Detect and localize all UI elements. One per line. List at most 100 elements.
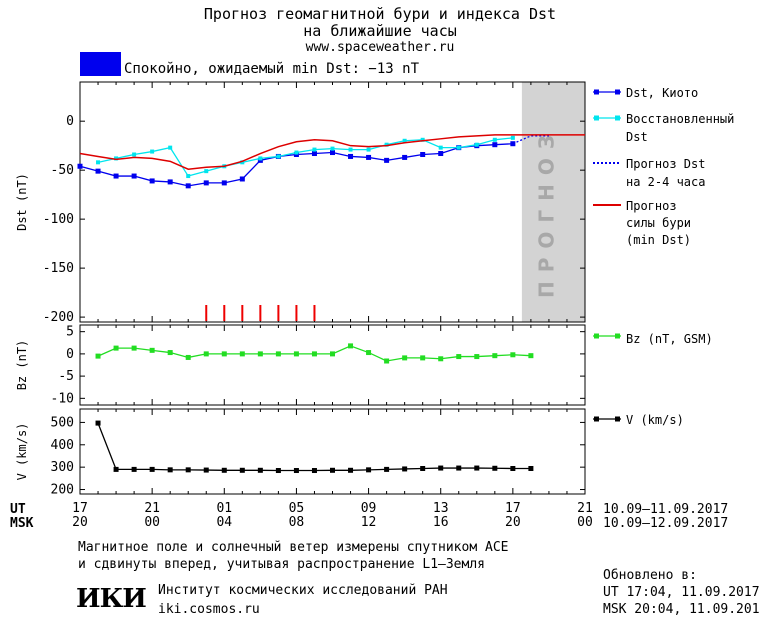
dst-restored-point [168, 145, 173, 150]
solar-wind-speed-point [311, 468, 317, 474]
x-tick-label-msk: 12 [361, 515, 377, 530]
legend-dst-kyoto: Dst, Киото [626, 86, 699, 100]
ut-date-range: 10.09–11.09.2017 [603, 502, 729, 517]
x-tick-label-ut: 13 [433, 501, 449, 516]
measurement-note-line1: Магнитное поле и солнечный ветер измерен… [78, 540, 509, 555]
legend-storm-line1: Прогноз [626, 199, 677, 213]
y-axis-label: V (km/s) [15, 423, 29, 481]
dst-restored-point [96, 160, 101, 165]
x-tick-label-msk: 04 [216, 515, 232, 530]
dst-kyoto-point [239, 176, 245, 182]
dst-kyoto-point [95, 168, 101, 174]
solar-wind-speed-point [239, 467, 245, 473]
dst-kyoto-point [438, 151, 444, 157]
dst-restored-point [150, 149, 155, 154]
y-tick-label: -150 [43, 261, 74, 276]
dst-restored-point [114, 156, 119, 161]
dst-kyoto-point [77, 163, 83, 169]
bz-point [456, 354, 462, 360]
dst-kyoto-point [348, 153, 354, 159]
solar-wind-speed-point [474, 465, 480, 471]
solar-wind-speed-point [275, 468, 281, 474]
x-tick-label-msk: 08 [289, 515, 305, 530]
dst-kyoto-point [131, 173, 137, 179]
status-color-box [80, 52, 121, 76]
dst-restored-point [276, 154, 281, 159]
dst-restored-point [474, 142, 479, 147]
bz-point [167, 350, 173, 356]
dst-kyoto-point [149, 178, 155, 184]
dst-restored-point [204, 169, 209, 174]
legend-dst-swatch-marker [615, 89, 620, 95]
y-tick-label: 200 [51, 483, 74, 498]
bz-point [131, 345, 137, 351]
dst-restored-point [366, 147, 371, 152]
x-tick-label-ut: 17 [72, 501, 88, 516]
dst-kyoto-point [311, 151, 317, 157]
dst-kyoto-line [79, 143, 513, 187]
dst-kyoto-point [492, 142, 498, 148]
msk-date-range: 10.09–12.09.2017 [603, 516, 729, 531]
legend-bz-swatch-marker [594, 333, 599, 339]
legend-storm-line2: силы бури [626, 216, 692, 230]
legend-forecast-line2: на 2-4 часа [626, 175, 706, 189]
updated-msk: MSK 20:04, 11.09.2017 [603, 602, 760, 617]
updated-ut: UT 17:04, 11.09.2017 [603, 585, 760, 600]
dst-restored-point [492, 137, 497, 142]
solar-wind-speed-point [528, 466, 534, 471]
x-tick-label-msk: 20 [72, 515, 88, 530]
chart-subtitle: на ближайшие часы [303, 22, 457, 40]
solar-wind-speed-point [149, 466, 155, 472]
msk-axis-label: MSK [10, 516, 34, 531]
x-tick-label-msk: 16 [433, 515, 449, 530]
dst-kyoto-point [402, 154, 408, 160]
measurement-note-line2: и сдвинуты вперед, учитывая распростране… [78, 557, 485, 572]
bz-point [203, 351, 209, 357]
solar-wind-speed-point [384, 466, 390, 472]
org-name: Институт космических исследований РАН [158, 583, 448, 598]
dst-kyoto-point [384, 157, 390, 163]
x-tick-label-msk: 20 [505, 515, 521, 530]
bz-point [474, 354, 480, 360]
solar-wind-speed-point [185, 467, 191, 473]
dst-kyoto-point [167, 179, 173, 185]
solar-wind-speed-point [293, 468, 299, 474]
bz-point [149, 347, 155, 353]
solar-wind-speed-line [97, 422, 531, 472]
dst-kyoto-point [185, 183, 191, 189]
dst-restored-point [348, 147, 353, 152]
legend-restored-swatch-marker [615, 115, 620, 121]
legend-storm-line3: (min Dst) [626, 233, 692, 247]
site-url: www.spaceweather.ru [305, 40, 455, 55]
y-axis-label: Bz (nT) [15, 340, 29, 391]
y-tick-label: 400 [51, 438, 74, 453]
solar-wind-speed-point [456, 465, 462, 471]
x-tick-label-ut: 21 [144, 501, 160, 516]
x-tick-label-ut: 01 [216, 501, 232, 516]
solar-wind-speed-point [257, 467, 263, 473]
panel-frame [79, 408, 586, 495]
panel-frame [79, 324, 586, 406]
y-tick-label: -200 [43, 310, 74, 325]
org-site-link[interactable]: iki.cosmos.ru [158, 602, 260, 617]
legend-bz-swatch-marker [615, 333, 620, 339]
y-tick-label: -50 [51, 163, 74, 178]
dst-kyoto-point [203, 180, 209, 186]
legend-restored-swatch-marker [594, 115, 599, 121]
bz-point [348, 343, 354, 349]
bz-point [221, 351, 227, 357]
legend-forecast-line1: Прогноз Dst [626, 157, 706, 171]
legend-restored-line1: Восстановленный [626, 112, 735, 126]
storm-forecast-line [79, 134, 585, 170]
y-tick-label: -100 [43, 212, 74, 227]
solar-wind-speed-point [402, 466, 408, 472]
y-tick-label: -5 [58, 369, 74, 384]
dst-kyoto-point [420, 151, 426, 157]
solar-wind-speed-point [492, 465, 498, 471]
legend-bz: Bz (nT, GSM) [626, 332, 713, 346]
x-tick-label-msk: 00 [577, 515, 593, 530]
bz-point [185, 354, 191, 360]
legend-v-swatch-marker [615, 416, 620, 422]
x-tick-label-msk: 00 [144, 515, 160, 530]
